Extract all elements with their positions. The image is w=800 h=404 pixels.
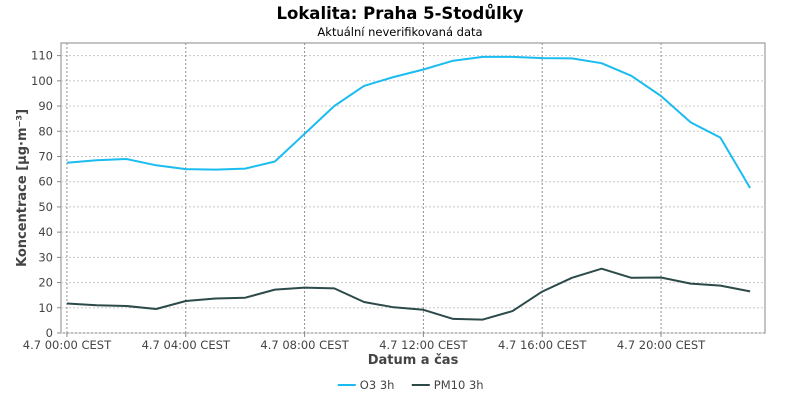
x-tick-label: 4.7 20:00 CEST <box>617 338 706 352</box>
grid-layer <box>61 43 765 334</box>
chart-subtitle: Aktuální neverifikovaná data <box>317 25 482 39</box>
x-axis-label: Datum a čas <box>368 353 459 368</box>
y-tick-label: 110 <box>31 49 53 63</box>
legend-item: PM10 3h <box>411 378 484 392</box>
y-tick-label: 0 <box>46 326 53 340</box>
x-axis: 4.7 00:00 CEST 4.7 04:00 CEST 4.7 08:00 CE… <box>23 333 706 352</box>
x-tick-label: 4.7 12:00 CEST <box>379 338 468 352</box>
y-tick-label: 60 <box>38 175 53 189</box>
y-tick-label: 90 <box>38 99 53 113</box>
y-tick-label: 20 <box>38 276 53 290</box>
x-tick-label: 4.7 00:00 CEST <box>23 338 112 352</box>
y-tick-label: 50 <box>38 200 53 214</box>
y-tick-label: 100 <box>31 74 53 88</box>
x-tick-label: 4.7 04:00 CEST <box>142 338 231 352</box>
y-tick-label: 40 <box>38 225 53 239</box>
legend-item: O3 3h <box>337 378 395 392</box>
legend-label: O3 3h <box>360 378 395 392</box>
y-tick-label: 10 <box>38 301 53 315</box>
legend: O3 3h PM10 3h <box>337 378 484 392</box>
x-tick-label: 4.7 08:00 CEST <box>260 338 349 352</box>
series-line-pm10 <box>66 267 751 321</box>
y-tick-label: 80 <box>38 124 53 138</box>
y-axis-label: Koncentrace [µg·m⁻³] <box>15 109 30 267</box>
series-line-o3 <box>66 55 751 189</box>
y-tick-label: 30 <box>38 250 53 264</box>
y-axis: 0 10 20 30 40 50 60 70 80 90 100 110 <box>31 49 61 340</box>
plot-area <box>60 42 766 334</box>
series-layer <box>66 55 751 321</box>
x-tick-label: 4.7 16:00 CEST <box>498 338 587 352</box>
legend-label: PM10 3h <box>434 378 484 392</box>
y-tick-label: 70 <box>38 149 53 163</box>
chart-title: Lokalita: Praha 5-Stodůlky <box>276 4 523 23</box>
